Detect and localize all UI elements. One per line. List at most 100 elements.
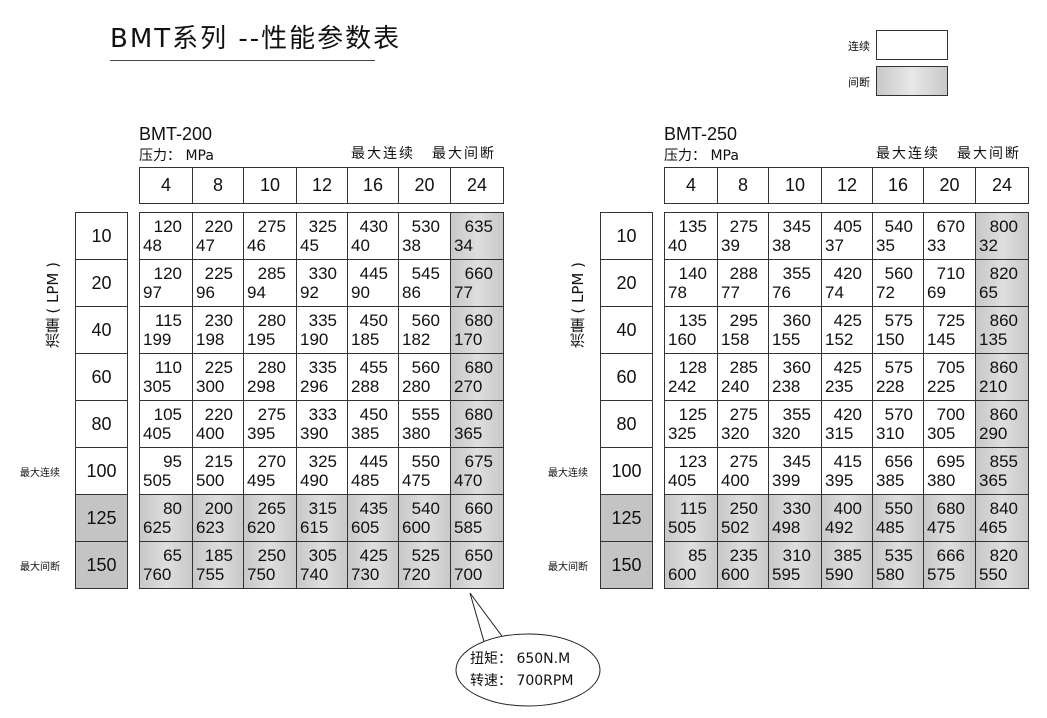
torque-value: 575 bbox=[884, 311, 913, 330]
speed-value: 288 bbox=[351, 377, 380, 396]
torque-value: 295 bbox=[729, 311, 758, 330]
torque-value: 425 bbox=[833, 311, 862, 330]
torque-value: 550 bbox=[411, 452, 440, 471]
pressure-header-cell: 20 bbox=[398, 167, 451, 204]
data-cell: 860 290 bbox=[975, 400, 1029, 448]
torque-value: 250 bbox=[257, 546, 286, 565]
speed-value: 490 bbox=[300, 471, 329, 490]
torque-value: 455 bbox=[359, 358, 388, 377]
data-cell: 725 145 bbox=[923, 306, 976, 354]
data-cell: 275 39 bbox=[717, 212, 769, 260]
data-cell: 660 585 bbox=[450, 494, 504, 542]
torque-value: 325 bbox=[308, 452, 337, 471]
speed-value: 405 bbox=[668, 471, 697, 490]
data-cell: 695 380 bbox=[923, 447, 976, 495]
pressure-header-cell: 4 bbox=[664, 167, 718, 204]
torque-value: 545 bbox=[411, 264, 440, 283]
pressure-unit-label: 压力： MPa bbox=[139, 148, 214, 164]
data-cell: 650 700 bbox=[450, 541, 504, 589]
data-cell: 675 470 bbox=[450, 447, 504, 495]
data-cell: 325 490 bbox=[296, 447, 348, 495]
torque-value: 666 bbox=[936, 546, 965, 565]
table-row: 135 160 295 158 360 155 425 152 575 150 725 145 860 1… bbox=[664, 306, 1029, 354]
torque-value: 445 bbox=[359, 452, 388, 471]
speed-value: 160 bbox=[668, 330, 697, 349]
torque-value: 525 bbox=[411, 546, 440, 565]
legend-continuous-label: 连续 bbox=[848, 40, 870, 53]
speed-value: 620 bbox=[247, 518, 276, 537]
data-cell: 105 405 bbox=[139, 400, 193, 448]
table-row: 115 505 250 502 330 498 400 492 550 485 680 475 840 4… bbox=[664, 494, 1029, 542]
speed-value: 365 bbox=[454, 424, 483, 443]
data-cell: 550 485 bbox=[872, 494, 924, 542]
torque-value: 535 bbox=[884, 546, 913, 565]
data-cell: 575 150 bbox=[872, 306, 924, 354]
table-row: 80 625 200 623 265 620 315 615 435 605 540 600 660 58… bbox=[139, 494, 504, 542]
pressure-header-cell: 10 bbox=[768, 167, 822, 204]
flow-cell: 20 bbox=[600, 259, 653, 307]
torque-value: 200 bbox=[204, 499, 233, 518]
torque-value: 680 bbox=[464, 311, 493, 330]
data-cell: 335 296 bbox=[296, 353, 348, 401]
speed-value: 380 bbox=[927, 471, 956, 490]
data-cell: 128 242 bbox=[664, 353, 718, 401]
data-cell: 680 365 bbox=[450, 400, 504, 448]
torque-value: 405 bbox=[833, 217, 862, 236]
torque-value: 415 bbox=[833, 452, 862, 471]
page-title: BMT系列 --性能参数表 bbox=[110, 24, 402, 54]
speed-value: 760 bbox=[143, 565, 172, 584]
data-cell: 215 500 bbox=[192, 447, 244, 495]
data-cell: 270 495 bbox=[243, 447, 297, 495]
torque-value: 530 bbox=[411, 217, 440, 236]
table-row: 123 405 275 400 345 399 415 395 656 385 695 380 855 3… bbox=[664, 447, 1029, 495]
torque-value: 420 bbox=[833, 405, 862, 424]
data-cell: 860 135 bbox=[975, 306, 1029, 354]
flow-cell: 80 bbox=[600, 400, 653, 448]
speed-value: 498 bbox=[772, 518, 801, 537]
torque-value: 695 bbox=[936, 452, 965, 471]
performance-table: 135 40 275 39 345 38 405 37 540 35 670 33 800 32 140 78… bbox=[664, 212, 1029, 589]
data-cell: 110 305 bbox=[139, 353, 193, 401]
torque-value: 333 bbox=[308, 405, 337, 424]
torque-value: 275 bbox=[257, 405, 286, 424]
data-cell: 355 320 bbox=[768, 400, 822, 448]
speed-value: 400 bbox=[196, 424, 225, 443]
speed-value: 600 bbox=[402, 518, 431, 537]
torque-value: 95 bbox=[163, 452, 182, 471]
torque-value: 120 bbox=[153, 217, 182, 236]
data-cell: 425 152 bbox=[821, 306, 873, 354]
speed-value: 623 bbox=[196, 518, 225, 537]
data-cell: 550 475 bbox=[398, 447, 451, 495]
speed-value: 152 bbox=[825, 330, 854, 349]
torque-value: 680 bbox=[464, 405, 493, 424]
data-cell: 420 74 bbox=[821, 259, 873, 307]
torque-value: 120 bbox=[153, 264, 182, 283]
torque-value: 250 bbox=[729, 499, 758, 518]
speed-value: 580 bbox=[876, 565, 905, 584]
speed-value: 280 bbox=[402, 377, 431, 396]
speed-value: 296 bbox=[300, 377, 329, 396]
data-cell: 333 390 bbox=[296, 400, 348, 448]
callout-bubble bbox=[455, 592, 601, 707]
speed-value: 305 bbox=[143, 377, 172, 396]
pressure-header-cell: 16 bbox=[872, 167, 924, 204]
flow-cell: 80 bbox=[75, 400, 128, 448]
speed-value: 755 bbox=[196, 565, 225, 584]
torque-value: 450 bbox=[359, 405, 388, 424]
speed-value: 405 bbox=[143, 424, 172, 443]
data-cell: 700 305 bbox=[923, 400, 976, 448]
data-cell: 95 505 bbox=[139, 447, 193, 495]
speed-value: 740 bbox=[300, 565, 329, 584]
speed-value: 48 bbox=[143, 236, 162, 255]
torque-value: 125 bbox=[678, 405, 707, 424]
speed-value: 77 bbox=[721, 283, 740, 302]
data-cell: 560 280 bbox=[398, 353, 451, 401]
data-cell: 125 325 bbox=[664, 400, 718, 448]
speed-value: 310 bbox=[876, 424, 905, 443]
data-cell: 860 210 bbox=[975, 353, 1029, 401]
data-cell: 275 320 bbox=[717, 400, 769, 448]
torque-value: 110 bbox=[154, 358, 182, 377]
torque-value: 140 bbox=[678, 264, 707, 283]
torque-value: 656 bbox=[884, 452, 913, 471]
table-row: 128 242 285 240 360 238 425 235 575 228 705 225 860 2… bbox=[664, 353, 1029, 401]
